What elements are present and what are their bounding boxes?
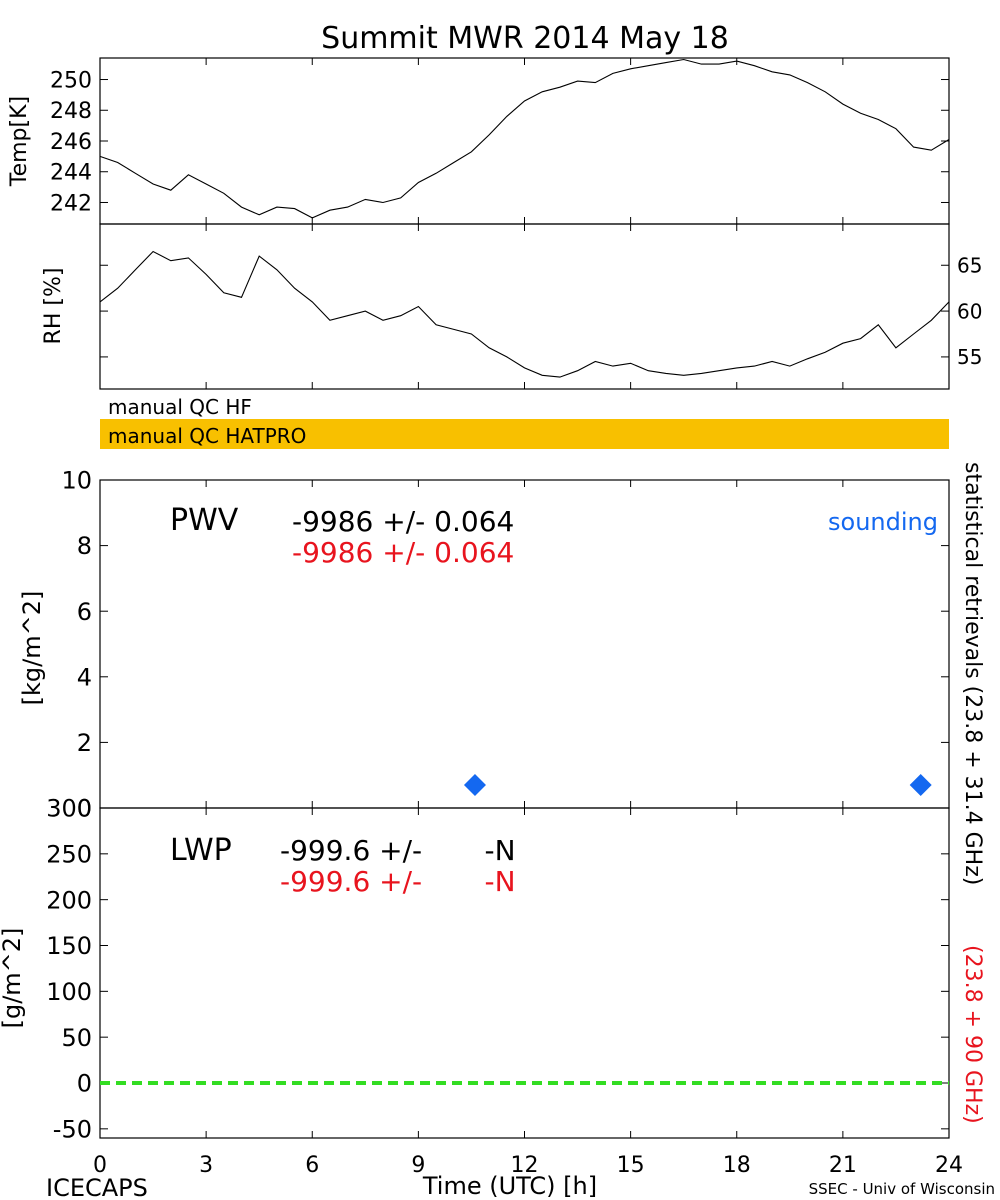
x-axis-label: Time (UTC) [h]	[422, 1172, 597, 1200]
qc-hf-label: manual QC HF	[108, 395, 252, 419]
side-label-black: statistical retrievals (23.8 + 31.4 GHz)	[960, 462, 985, 885]
y-tick-label: 65	[957, 253, 982, 277]
side-label-red: (23.8 + 90 GHz)	[960, 945, 985, 1124]
temperature-line	[99, 58, 950, 219]
rh-panel-frame	[99, 223, 950, 390]
pwv-plot: 0 2 4 6 8 10	[61, 467, 950, 823]
pwv-value-black: -9986 +/- 0.064	[292, 505, 514, 538]
rh-plot: 55 60 65	[99, 224, 982, 389]
y-tick-label: 0	[77, 795, 92, 823]
footer-left: ICECAPS	[46, 1174, 148, 1200]
y-tick-label: 10	[61, 467, 92, 495]
sounding-marker	[463, 774, 486, 797]
qc-hatpro-label: manual QC HATPRO	[108, 424, 306, 448]
y-tick-label: 250	[50, 68, 92, 93]
lwp-value-black: -999.6 +/- -N	[280, 834, 516, 867]
y-tick-label: 150	[46, 932, 92, 960]
x-tick-label: 15	[617, 1153, 645, 1178]
y-tick-label: 248	[50, 99, 92, 124]
y-tick-label: 2	[77, 729, 92, 757]
rh-axis-label: RH [%]	[41, 268, 66, 345]
pwv-axis-label: [kg/m^2]	[18, 591, 46, 706]
y-tick-label: 55	[957, 345, 982, 369]
pwv-legend-sounding: sounding	[828, 508, 938, 536]
y-tick-label: 246	[50, 130, 92, 155]
y-tick-label: 244	[50, 161, 92, 186]
relative_humidity-line	[99, 250, 950, 378]
x-tick-label: 24	[935, 1153, 963, 1178]
footer-right: SSEC - Univ of Wisconsin	[809, 1180, 995, 1198]
y-tick-label: 300	[46, 795, 92, 823]
y-tick-label: 8	[77, 532, 92, 560]
x-tick-label: 21	[829, 1153, 857, 1178]
qc-hatpro-bar	[100, 419, 949, 449]
temp-plot: 242 244 246 248 250	[50, 58, 950, 224]
x-axis: 0 3 6 9 12 15 18 21 24	[93, 1153, 963, 1178]
y-tick-label: -50	[53, 1115, 92, 1143]
y-tick-label: 6	[77, 598, 92, 626]
y-tick-label: 0	[77, 1070, 92, 1098]
y-tick-label: 4	[77, 663, 92, 691]
lwp-label: LWP	[170, 833, 232, 868]
y-tick-label: 50	[61, 1024, 92, 1052]
chart-title: Summit MWR 2014 May 18	[321, 21, 729, 56]
y-tick-label: 60	[957, 299, 982, 323]
y-tick-label: 100	[46, 978, 92, 1006]
y-tick-label: 250	[46, 840, 92, 868]
x-tick-label: 12	[511, 1153, 539, 1178]
lwp-plot: -50 0 50 100 150 200 250 300	[46, 795, 950, 1143]
y-tick-label: 200	[46, 886, 92, 914]
x-tick-label: 0	[93, 1153, 107, 1178]
lwp-value-red: -999.6 +/- -N	[280, 865, 516, 898]
x-tick-label: 18	[723, 1153, 751, 1178]
pwv-label: PWV	[170, 503, 239, 538]
temp-panel-frame	[99, 57, 950, 225]
pwv-value-red: -9986 +/- 0.064	[292, 536, 514, 569]
x-tick-label: 6	[305, 1153, 319, 1178]
y-tick-label: 242	[50, 191, 92, 216]
lwp-axis-label: [g/m^2]	[0, 928, 26, 1029]
temp-axis-label: Temp[K]	[7, 96, 32, 187]
x-tick-label: 9	[411, 1153, 425, 1178]
x-tick-label: 3	[199, 1153, 213, 1178]
sounding-marker	[909, 774, 932, 797]
